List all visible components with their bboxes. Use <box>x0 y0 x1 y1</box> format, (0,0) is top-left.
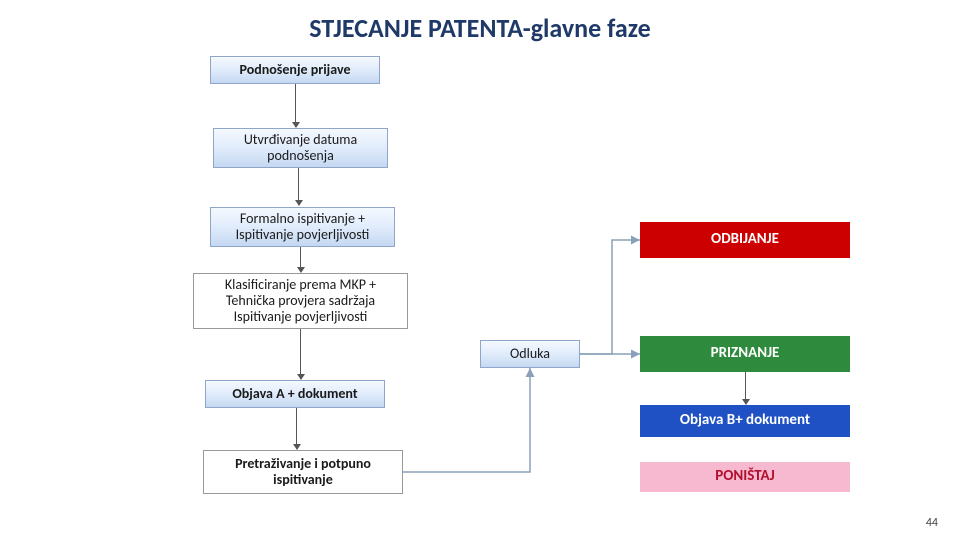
arrow-priznanje-objavaB <box>745 372 746 404</box>
node-odbijanje: ODBIJANJE <box>640 222 850 258</box>
node-ponistaj: PONIŠTAJ <box>640 462 850 492</box>
arrow-n4-n5 <box>300 329 301 379</box>
node-objava-b: Objava B+ dokument <box>640 405 850 437</box>
node-klasificiranje-mkp: Klasificiranje prema MKP +Tehnička provj… <box>193 273 408 329</box>
node-priznanje: PRIZNANJE <box>640 336 850 372</box>
page-number: 44 <box>926 516 938 530</box>
arrow-n3-n4 <box>300 247 301 272</box>
node-utvrdjivanje-datuma: Utvrđivanje datumapodnošenja <box>213 128 388 168</box>
node-pretrazivanje: Pretraživanje i potpunoispitivanje <box>203 450 403 494</box>
node-objava-a: Objava A + dokument <box>205 380 385 408</box>
arrow-n5-n6 <box>296 408 297 449</box>
node-podnosenje-prijave: Podnošenje prijave <box>210 56 380 84</box>
slide-title: STJECANJE PATENTA-glavne faze <box>0 12 960 44</box>
node-odluka: Odluka <box>480 340 580 368</box>
connector-lines <box>0 0 960 540</box>
connector-odluka-to-odbijanje <box>580 240 640 354</box>
arrow-n1-n2 <box>295 84 296 127</box>
connector-n6-to-odluka <box>403 368 530 472</box>
node-formalno-ispitivanje: Formalno ispitivanje +Ispitivanje povjer… <box>210 207 395 247</box>
arrow-n2-n3 <box>298 168 299 205</box>
